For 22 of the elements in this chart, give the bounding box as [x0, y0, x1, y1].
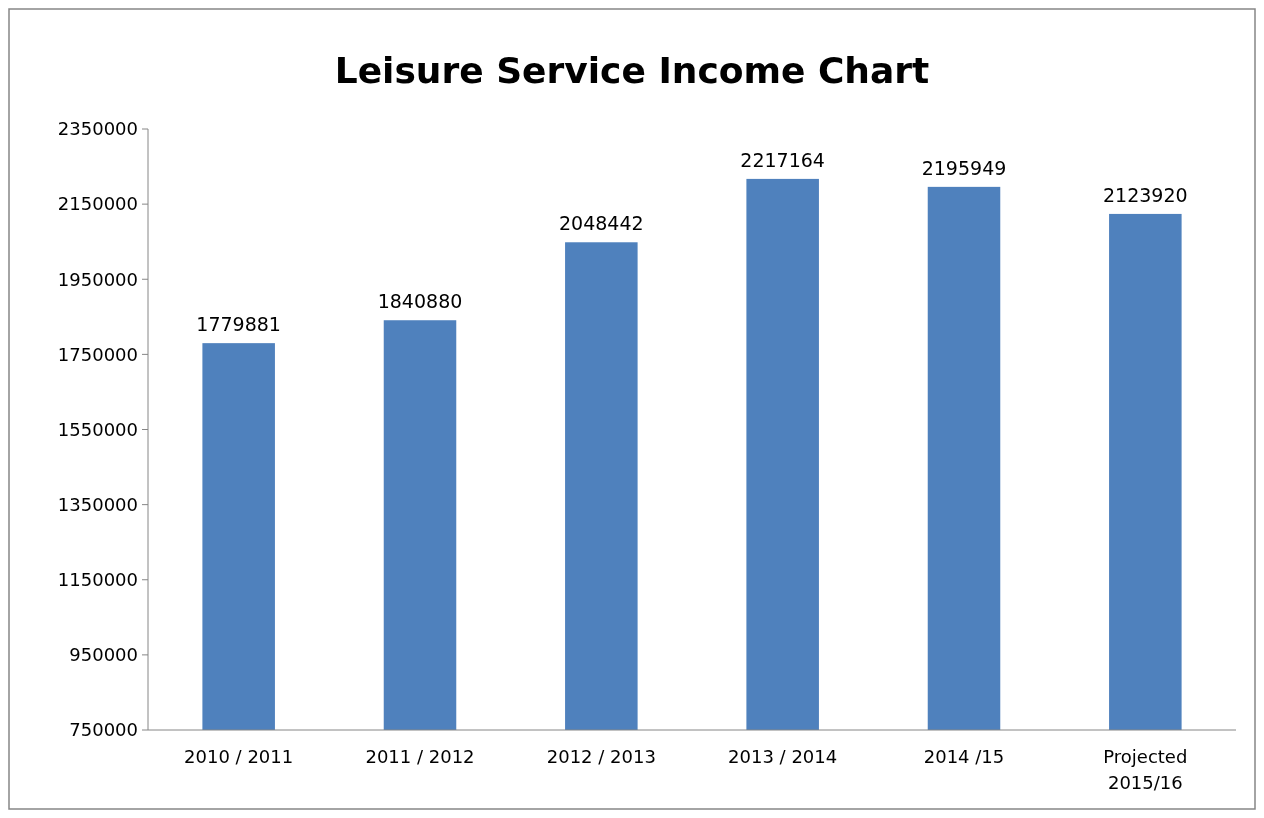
data-label: 1779881	[196, 313, 281, 336]
data-label: 2048442	[559, 212, 644, 235]
x-tick-label: 2012 / 2013	[546, 746, 656, 767]
y-tick-label: 1950000	[57, 268, 138, 290]
y-tick-label: 1350000	[57, 493, 138, 515]
chart-title: Leisure Service Income Chart	[334, 50, 930, 91]
x-tick-label: 2014 /15	[923, 746, 1005, 767]
data-label: 2123920	[1103, 183, 1188, 206]
data-label: 2195949	[921, 156, 1007, 179]
y-tick-label: 750000	[69, 719, 138, 741]
data-label: 2217164	[740, 148, 825, 171]
y-tick-label: 1750000	[57, 343, 138, 365]
x-tick-label: 2011 / 2012	[365, 746, 475, 767]
x-tick-label: 2013 / 2014	[728, 746, 838, 767]
y-tick-label: 1150000	[57, 569, 138, 591]
y-tick-label: 2350000	[57, 118, 138, 140]
y-tick-label: 950000	[69, 644, 138, 666]
data-label: 1840880	[377, 290, 463, 313]
y-tick-label: 2150000	[57, 193, 138, 215]
x-tick-label: Projected 2015/16	[1103, 746, 1188, 793]
x-tick-label: 2010 / 2011	[184, 746, 294, 767]
y-tick-label: 1550000	[57, 418, 138, 440]
